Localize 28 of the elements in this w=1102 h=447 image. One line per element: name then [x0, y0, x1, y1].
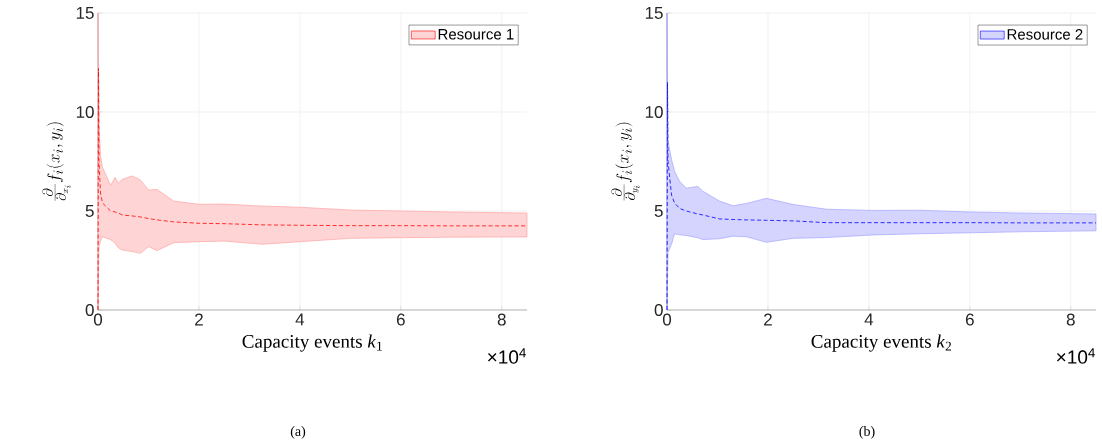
x-tick-label: 2 — [195, 313, 203, 326]
x-tick-label: 4 — [864, 313, 874, 326]
y-tick-label: 15 — [645, 7, 663, 19]
x-tick-label: 4 — [295, 313, 305, 326]
legend-label: Resource 1 — [438, 29, 514, 40]
text: ×10$^{4}$ — [1057, 348, 1095, 364]
y-tick-label: 5 — [85, 205, 94, 217]
x-tick-label: 8 — [1066, 313, 1075, 326]
x-tick-label: 8 — [497, 313, 506, 326]
y-tick-label: 0 — [654, 303, 663, 317]
x-axis-title: Capacity events k$_{2}$ — [811, 334, 951, 352]
text: (b) — [859, 426, 875, 439]
y-tick-label: 5 — [654, 205, 663, 217]
y-tick-label: 10 — [645, 105, 663, 119]
x-tick-label: 2 — [764, 313, 772, 326]
x-tick-label: 6 — [965, 313, 974, 326]
text: ×10$^{4}$ — [488, 348, 526, 364]
x-axis-title: Capacity events k$_{1}$ — [242, 334, 382, 352]
y-tick-label: 10 — [76, 105, 94, 119]
x-tick-label: 0 — [93, 313, 103, 326]
y-axis-title: $\frac{\partial}{\partial_{x_i}} f_i(x_i, y_i)$ — [42, 122, 71, 201]
x-tick-label: 0 — [662, 313, 672, 326]
y-tick-label: 0 — [85, 303, 94, 317]
y-tick-label: 15 — [76, 7, 94, 19]
x-tick-label: 6 — [396, 313, 405, 326]
text: (a) — [290, 426, 306, 439]
y-axis-title: $\frac{\partial}{\partial_{y_i}} f_i(x_i, y_i)$ — [611, 122, 640, 201]
legend-label: Resource 2 — [1007, 29, 1083, 40]
